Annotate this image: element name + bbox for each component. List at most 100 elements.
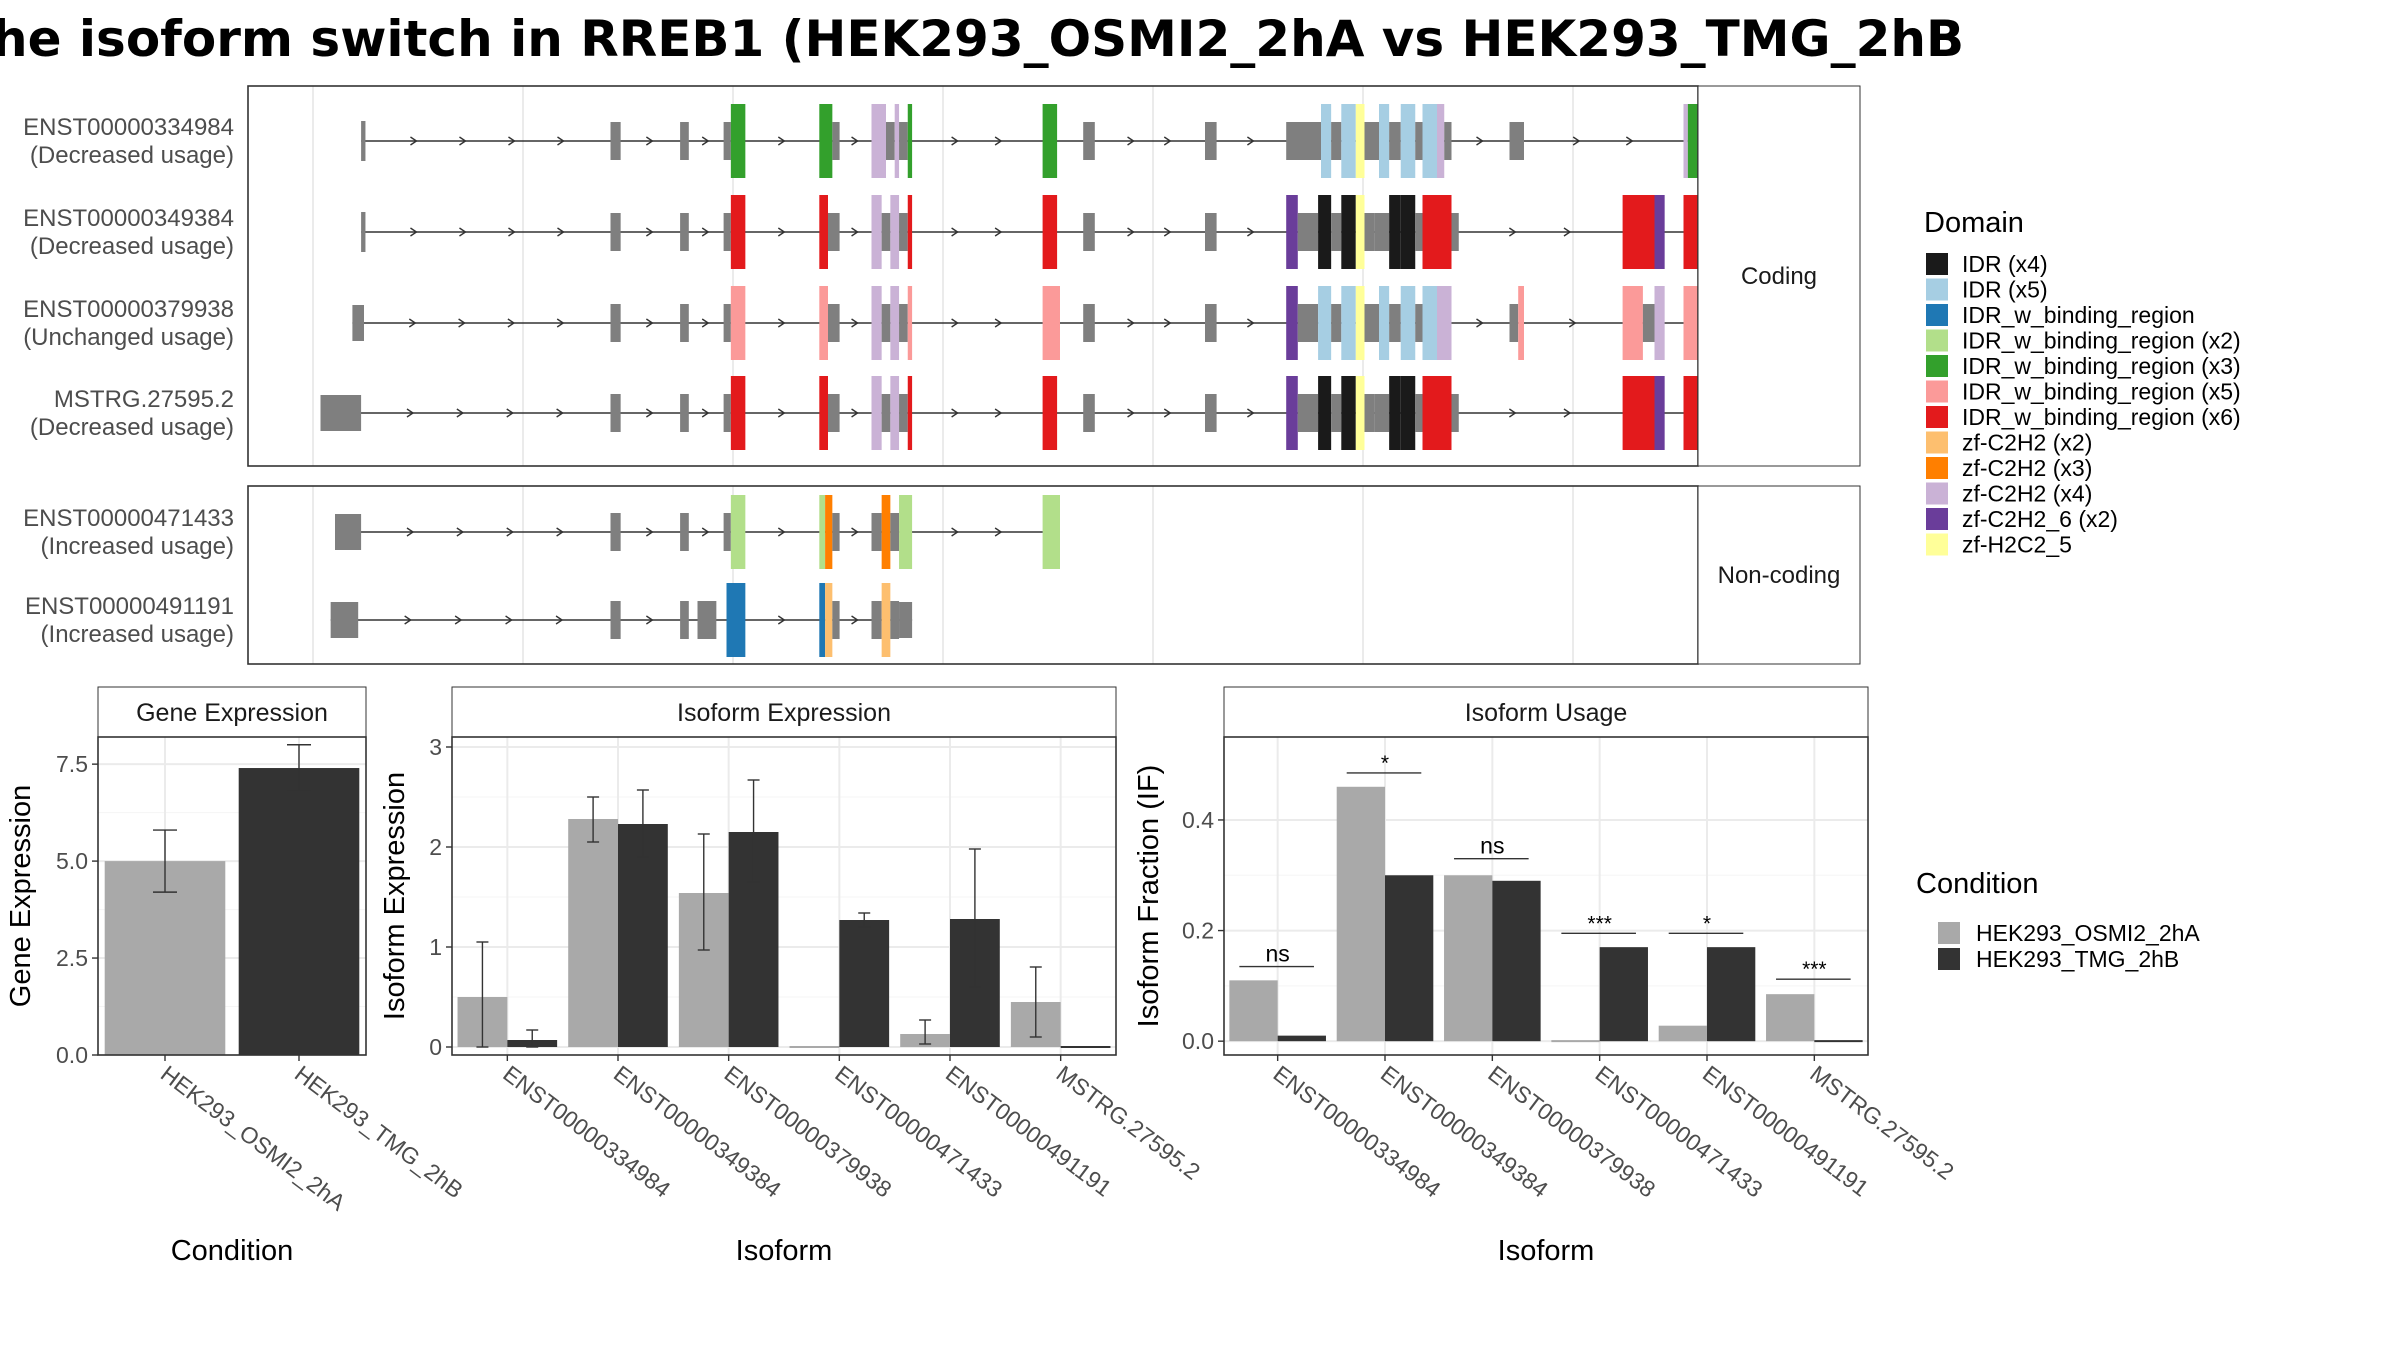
intron-arrow — [645, 527, 654, 537]
domain-segment — [825, 583, 833, 657]
exon — [1364, 213, 1375, 251]
exon — [1364, 304, 1379, 342]
domain-segment — [1640, 376, 1655, 450]
bar — [1492, 880, 1541, 1042]
exon — [832, 601, 840, 639]
intron-arrow — [851, 527, 859, 537]
domain-segment — [1622, 286, 1643, 360]
structure-group-noncoding: ENST00000471433(Increased usage)ENST0000… — [23, 485, 1861, 665]
condition-legend-label: HEK293_OSMI2_2hA — [1976, 920, 2200, 946]
domain-segment — [730, 104, 746, 178]
exon — [723, 394, 731, 432]
exon — [1083, 122, 1095, 160]
facet-strip — [1697, 485, 1861, 665]
domain-legend-label: IDR_w_binding_region (x5) — [1962, 379, 2241, 405]
exon — [1205, 213, 1217, 251]
exon — [899, 304, 908, 342]
exon — [680, 213, 689, 251]
domain-segment — [871, 376, 882, 450]
intron-arrow — [777, 318, 786, 328]
transcript-usage-label: (Decreased usage) — [30, 414, 234, 441]
domain-segment — [1683, 104, 1688, 178]
domain-legend-title: Domain — [1924, 207, 2024, 239]
intron-arrow — [994, 527, 1003, 537]
domain-segment — [907, 376, 913, 450]
exon — [723, 304, 731, 342]
exon — [1444, 122, 1452, 160]
exon — [610, 122, 621, 160]
intron-arrow — [1247, 227, 1255, 237]
exon — [610, 213, 621, 251]
intron-arrow — [459, 136, 467, 146]
exon — [1331, 394, 1342, 432]
exon — [1083, 304, 1095, 342]
domain-segment — [1640, 195, 1655, 269]
exon — [1509, 304, 1519, 342]
intron-arrow — [556, 318, 565, 328]
domain-segment — [730, 286, 746, 360]
intron-arrow — [951, 408, 959, 418]
domain-segment — [1341, 195, 1356, 269]
condition-legend-key — [1938, 948, 1960, 970]
intron-arrow — [459, 227, 467, 237]
intron-arrow — [701, 227, 710, 237]
intron-arrow — [404, 615, 412, 625]
intron-arrow — [994, 318, 1003, 328]
chart-title: Gene Expression — [136, 699, 328, 727]
domain-legend-key — [1926, 380, 1948, 403]
intron-arrow — [777, 136, 786, 146]
domain-segment — [1318, 195, 1332, 269]
y-axis-title: Gene Expression — [5, 785, 37, 1007]
domain-segment — [1286, 376, 1298, 450]
y-tick-label: 7.5 — [56, 751, 88, 777]
domain-segment — [1042, 104, 1058, 178]
intron-arrow — [1247, 318, 1255, 328]
intron-arrow — [410, 227, 418, 237]
bar — [839, 920, 890, 1047]
exon — [1286, 122, 1321, 160]
exon — [361, 121, 366, 161]
intron-arrow — [994, 136, 1003, 146]
intron-arrow — [645, 318, 654, 328]
intron-arrow — [1476, 318, 1484, 328]
exon — [1364, 394, 1375, 432]
intron-arrow — [1572, 136, 1581, 146]
domain-legend-label: IDR_w_binding_region — [1962, 302, 2195, 328]
exon — [610, 304, 621, 342]
exon — [899, 213, 908, 251]
domain-segment — [730, 195, 746, 269]
y-tick-label: 1 — [429, 934, 442, 960]
exon — [828, 394, 840, 432]
bar — [1444, 875, 1493, 1042]
domain-segment — [819, 104, 833, 178]
exon — [320, 395, 362, 431]
domain-legend-key — [1926, 457, 1948, 479]
transcript-id-label: ENST00000379938 — [23, 296, 234, 323]
structure-group-coding: ENST00000334984(Decreased usage)ENST0000… — [23, 85, 1861, 467]
domain-legend-key — [1926, 533, 1948, 556]
intron-arrow — [851, 408, 859, 418]
exon — [1297, 304, 1319, 342]
intron-arrow — [508, 227, 516, 237]
domain-segment — [730, 495, 746, 569]
transcript-id-label: ENST00000471433 — [23, 505, 234, 532]
exon — [723, 122, 731, 160]
bar — [238, 768, 360, 1055]
bar — [1229, 980, 1278, 1042]
domain-segment — [1341, 286, 1356, 360]
intron-arrow — [851, 318, 859, 328]
domain-segment — [1654, 286, 1665, 360]
y-tick-label: 0.0 — [1182, 1028, 1214, 1054]
facet-strip — [1697, 85, 1861, 467]
significance-label: * — [1381, 752, 1389, 775]
intron-arrow — [994, 227, 1003, 237]
exon — [832, 122, 840, 160]
domain-segment — [881, 583, 891, 657]
facet-strip-label: Non-coding — [1718, 562, 1841, 589]
exon — [1331, 213, 1342, 251]
facet-strip — [451, 686, 1117, 738]
transcript-usage-label: (Decreased usage) — [30, 233, 234, 260]
exon — [881, 304, 891, 342]
exon — [1374, 394, 1390, 432]
domain-segment — [1654, 195, 1665, 269]
